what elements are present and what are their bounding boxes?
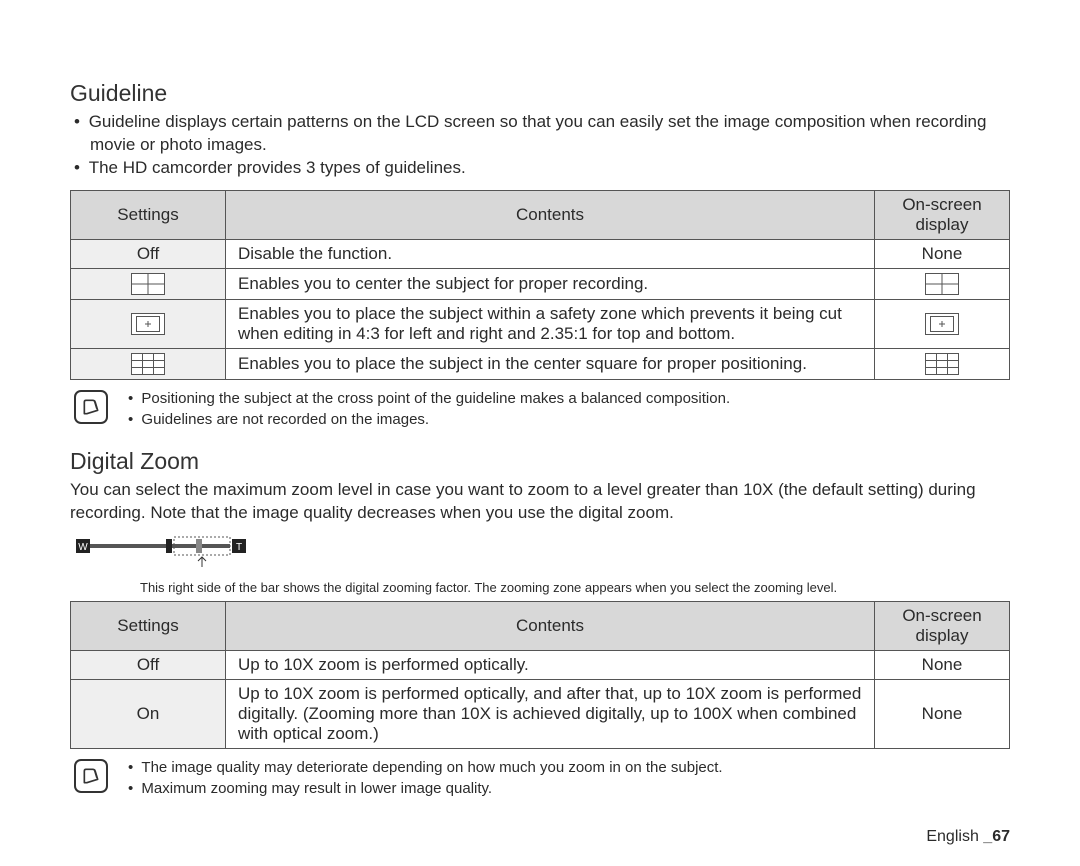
pencil-note-icon	[81, 397, 101, 417]
col-display-header: On-screen display	[875, 601, 1010, 650]
digital-zoom-intro: You can select the maximum zoom level in…	[70, 479, 1010, 525]
zoom-bar-icon: W T	[76, 535, 256, 571]
svg-text:W: W	[78, 542, 88, 553]
display-cell: None	[875, 239, 1010, 268]
note-item: Positioning the subject at the cross poi…	[142, 388, 730, 409]
contents-cell: Up to 10X zoom is performed optically.	[226, 650, 875, 679]
setting-cell: On	[71, 679, 226, 748]
contents-cell: Up to 10X zoom is performed optically, a…	[226, 679, 875, 748]
guideline-notes: Positioning the subject at the cross poi…	[70, 388, 1010, 430]
setting-cell	[71, 348, 226, 379]
page-footer: English _67	[926, 828, 1010, 846]
digital-zoom-table: Settings Contents On-screen display Off …	[70, 601, 1010, 749]
guideline-cross-icon	[925, 273, 959, 295]
setting-cell: Off	[71, 650, 226, 679]
display-cell: None	[875, 679, 1010, 748]
guideline-grid-icon	[131, 353, 165, 375]
footer-language: English	[926, 828, 978, 845]
table-header-row: Settings Contents On-screen display	[71, 601, 1010, 650]
guideline-grid-icon	[925, 353, 959, 375]
contents-cell: Disable the function.	[226, 239, 875, 268]
col-contents-header: Contents	[226, 190, 875, 239]
table-row: Enables you to center the subject for pr…	[71, 268, 1010, 299]
setting-cell: Off	[71, 239, 226, 268]
intro-item: Guideline displays certain patterns on t…	[90, 111, 1010, 157]
col-contents-header: Contents	[226, 601, 875, 650]
table-row: Off Disable the function. None	[71, 239, 1010, 268]
note-list: Positioning the subject at the cross poi…	[124, 388, 730, 430]
contents-cell: Enables you to place the subject in the …	[226, 348, 875, 379]
display-cell	[875, 268, 1010, 299]
note-item: Maximum zooming may result in lower imag…	[142, 778, 723, 799]
display-cell: None	[875, 650, 1010, 679]
guideline-cross-icon	[131, 273, 165, 295]
pencil-note-icon	[81, 766, 101, 786]
manual-page: Guideline Guideline displays certain pat…	[0, 0, 1080, 866]
col-settings-header: Settings	[71, 190, 226, 239]
display-cell	[875, 348, 1010, 379]
table-row: Enables you to place the subject within …	[71, 299, 1010, 348]
svg-text:T: T	[236, 542, 242, 553]
setting-cell	[71, 299, 226, 348]
table-row: On Up to 10X zoom is performed optically…	[71, 679, 1010, 748]
table-row: Off Up to 10X zoom is performed opticall…	[71, 650, 1010, 679]
contents-cell: Enables you to place the subject within …	[226, 299, 875, 348]
digital-zoom-heading: Digital Zoom	[70, 448, 1010, 475]
table-header-row: Settings Contents On-screen display	[71, 190, 1010, 239]
note-icon	[74, 759, 108, 793]
guideline-heading: Guideline	[70, 80, 1010, 107]
col-settings-header: Settings	[71, 601, 226, 650]
guideline-safety-icon	[925, 313, 959, 335]
note-icon	[74, 390, 108, 424]
contents-cell: Enables you to center the subject for pr…	[226, 268, 875, 299]
footer-page-number: _67	[983, 828, 1010, 845]
note-item: The image quality may deteriorate depend…	[142, 757, 723, 778]
setting-cell	[71, 268, 226, 299]
note-item: Guidelines are not recorded on the image…	[142, 409, 730, 430]
col-display-header: On-screen display	[875, 190, 1010, 239]
table-row: Enables you to place the subject in the …	[71, 348, 1010, 379]
guideline-table: Settings Contents On-screen display Off …	[70, 190, 1010, 380]
digital-zoom-notes: The image quality may deteriorate depend…	[70, 757, 1010, 799]
guideline-intro-list: Guideline displays certain patterns on t…	[70, 111, 1010, 180]
guideline-safety-icon	[131, 313, 165, 335]
intro-item: The HD camcorder provides 3 types of gui…	[90, 157, 1010, 180]
zoom-bar-diagram: W T	[76, 535, 256, 576]
zoom-caption: This right side of the bar shows the dig…	[140, 580, 1010, 595]
note-list: The image quality may deteriorate depend…	[124, 757, 723, 799]
display-cell	[875, 299, 1010, 348]
